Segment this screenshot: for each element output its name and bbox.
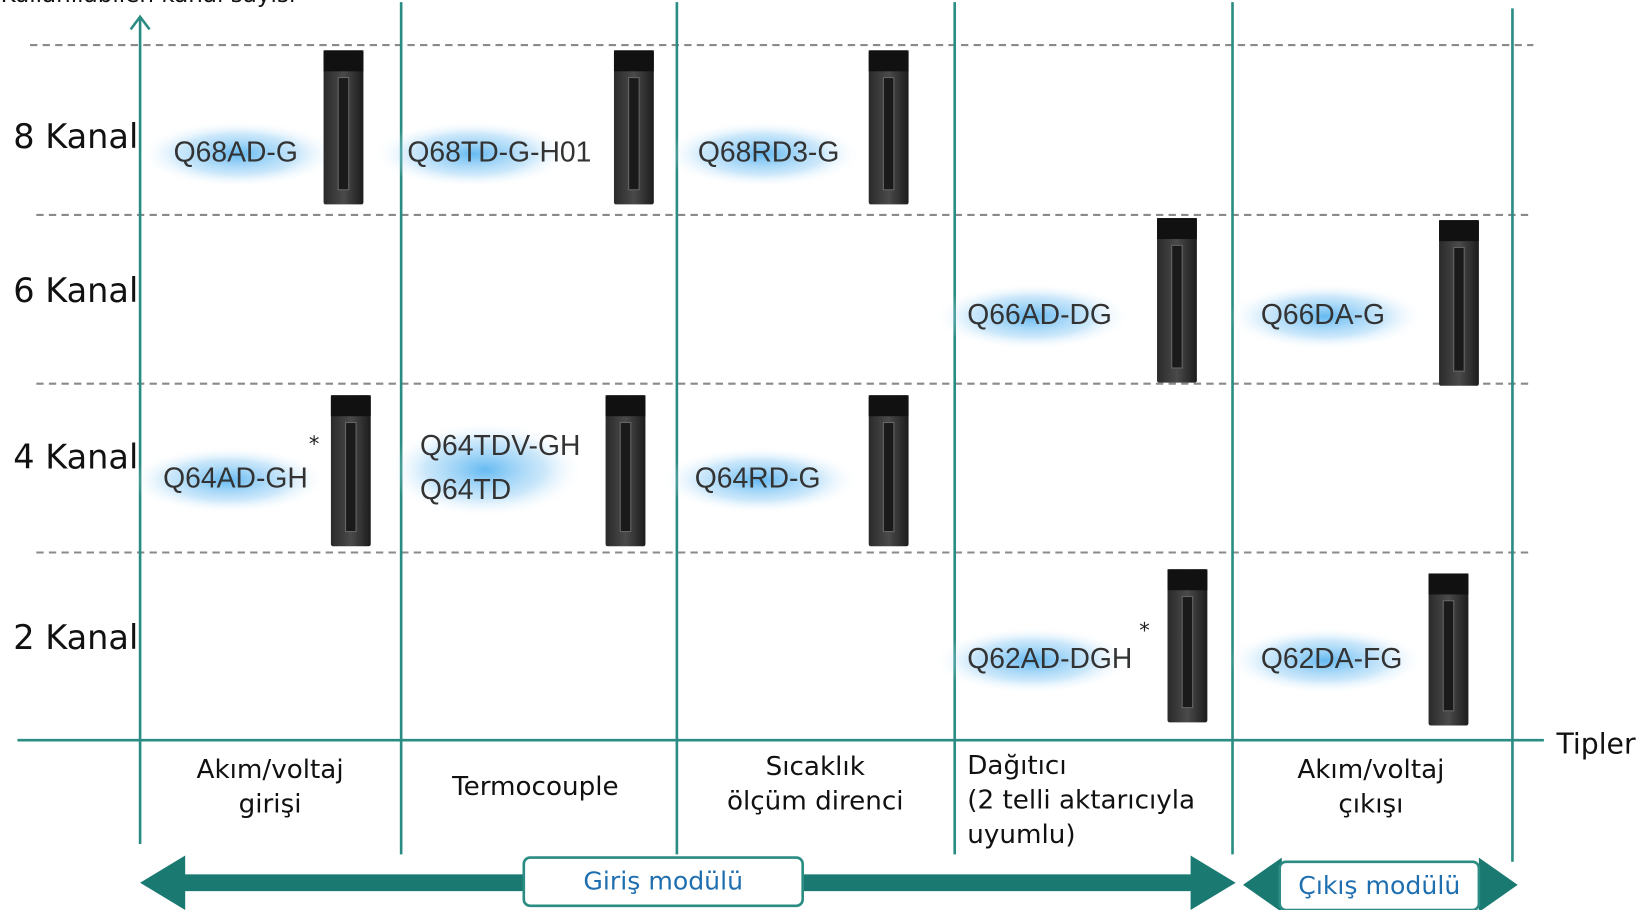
module-slot: [628, 77, 640, 191]
column-label: Akım/voltaj: [1297, 755, 1444, 785]
row-label: 8 Kanal: [13, 117, 138, 156]
module-label: Q64TD: [420, 473, 511, 505]
column-label: Dağıtıcı: [967, 751, 1066, 781]
module-top: [868, 50, 909, 72]
column-label: girişi: [239, 790, 302, 820]
label-glow: [932, 626, 1132, 695]
module-note: *: [1139, 618, 1149, 642]
label-glow: [932, 283, 1132, 351]
label-glow: [660, 446, 860, 514]
module-top: [613, 50, 654, 72]
module-label: Q64AD-GH: [163, 462, 308, 494]
module-top: [605, 395, 646, 417]
module-label: Q64TDV-GH: [420, 429, 580, 461]
group-box: [522, 856, 804, 908]
arrow-head: [1478, 857, 1518, 910]
column-label: ölçüm direnci: [727, 787, 904, 817]
group-arrows: [140, 855, 1518, 910]
module-top: [330, 395, 371, 417]
x-axis-label: Tipler: [1555, 727, 1636, 760]
module-label: Q66AD-DG: [967, 298, 1112, 330]
module-top: [868, 395, 909, 417]
module-label: Q68TD-G-H01: [407, 136, 591, 168]
row-label: 6 Kanal: [13, 271, 138, 310]
label-glow: [372, 120, 573, 188]
module-label: Q68AD-G: [174, 136, 298, 168]
label-glow: [139, 120, 339, 188]
module-label: Q66DA-G: [1261, 298, 1385, 330]
module-top: [1428, 573, 1469, 595]
module-slot: [1453, 246, 1465, 372]
module-slot: [882, 421, 895, 533]
group-label: Çıkış modülü: [1298, 871, 1460, 900]
module-label: Q62AD-DGH: [967, 642, 1132, 674]
label-glow: [128, 446, 328, 514]
module-label: Q62DA-FG: [1261, 642, 1403, 674]
column-label: Akım/voltaj: [197, 755, 344, 785]
module-slot: [1442, 600, 1455, 712]
module-note: *: [309, 432, 319, 456]
label-glow: [663, 120, 863, 188]
module-top: [1439, 220, 1479, 242]
row-label: 2 Kanal: [13, 618, 138, 657]
grid: [30, 44, 1534, 554]
module-slot: [1171, 244, 1183, 369]
arrow-head: [1190, 855, 1236, 910]
module-slot: [619, 421, 632, 533]
label-glow: [1226, 283, 1426, 351]
module-slot: [882, 77, 895, 191]
row-label: 4 Kanal: [13, 438, 138, 477]
arrow-head: [1243, 857, 1282, 910]
module-label: Q64RD-G: [695, 462, 821, 494]
arrow-head: [140, 855, 186, 910]
y-axis-arrow: [129, 14, 151, 31]
module-label: Q68RD3-G: [698, 136, 840, 168]
label-glow: [385, 421, 585, 518]
module-top: [323, 50, 364, 72]
column-label: Termocouple: [451, 772, 619, 802]
module-top: [1167, 569, 1208, 591]
module-slot: [345, 421, 357, 533]
column-label: Sıcaklık: [766, 752, 866, 782]
group-box: [1278, 860, 1481, 910]
group-label: Giriş modülü: [583, 867, 743, 896]
column-label: (2 telli aktarıcıyla: [967, 785, 1195, 815]
module-top: [1157, 218, 1197, 240]
module-slot: [1181, 596, 1194, 709]
column-label: çıkışı: [1338, 790, 1403, 820]
label-glow: [1226, 626, 1426, 695]
module-slot: [337, 77, 350, 191]
y-axis-label: Kullanılabilen kanal sayısı: [1, 0, 296, 8]
column-label: uyumlu): [967, 820, 1075, 850]
